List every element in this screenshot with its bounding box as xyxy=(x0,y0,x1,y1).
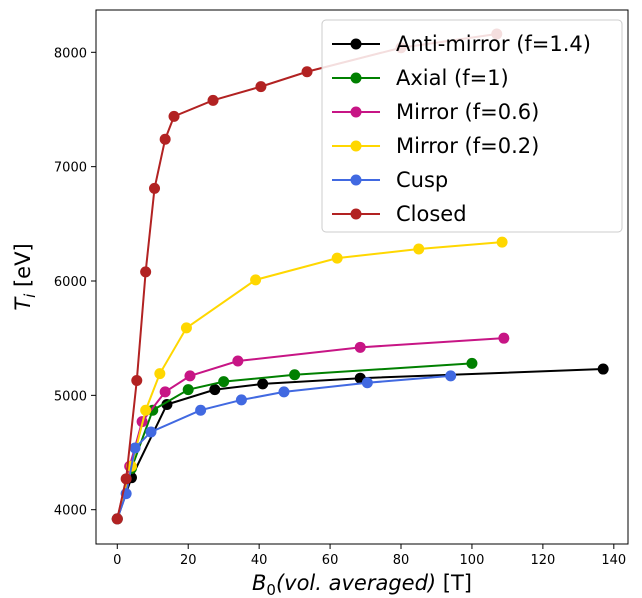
x-axis-label-part: (vol. averaged) xyxy=(276,571,436,595)
x-tick-label: 20 xyxy=(180,553,197,568)
series-line xyxy=(116,337,504,520)
legend-label: Cusp xyxy=(396,168,448,192)
x-tick-label: 0 xyxy=(113,553,121,568)
series-2 xyxy=(111,332,510,525)
ticks-layer: 0 20 40 60 80 100 120 140 4000 5000 6000 7000 8000 xyxy=(54,46,626,568)
legend-swatch-marker xyxy=(350,106,362,118)
data-point xyxy=(207,94,219,106)
legend-swatch-marker xyxy=(350,38,362,50)
data-point xyxy=(182,384,194,396)
data-point xyxy=(597,363,609,375)
data-point xyxy=(145,426,157,438)
y-tick-label: 4000 xyxy=(54,504,87,519)
data-point xyxy=(278,386,290,398)
plot-frame xyxy=(95,9,629,545)
data-point xyxy=(301,66,313,78)
data-point xyxy=(331,252,343,264)
legend-label: Mirror (f=0.2) xyxy=(396,134,539,158)
data-point xyxy=(232,355,244,367)
data-point xyxy=(180,322,192,334)
data-point xyxy=(250,274,262,286)
y-tick-label: 5000 xyxy=(54,389,87,404)
x-tick-label: 120 xyxy=(530,553,555,568)
data-point xyxy=(466,357,478,369)
data-point xyxy=(129,442,141,454)
y-axis-label-part: i xyxy=(21,293,39,298)
data-point xyxy=(140,404,152,416)
data-point xyxy=(413,243,425,255)
x-axis-label-part: 0 xyxy=(266,581,276,598)
data-point xyxy=(255,81,267,93)
data-point xyxy=(159,386,171,398)
y-tick-label: 6000 xyxy=(54,275,87,290)
legend: Anti-mirror (f=1.4) Axial (f=1) Mirror (f=… xyxy=(321,19,623,233)
x-axis-label: B0(vol. averaged) [T] xyxy=(252,571,472,598)
data-point xyxy=(159,133,171,145)
legend-label: Anti-mirror (f=1.4) xyxy=(396,32,591,56)
x-tick-label: 80 xyxy=(393,553,410,568)
data-point xyxy=(140,266,152,278)
legend-label: Axial (f=1) xyxy=(396,66,509,90)
legend-swatch-marker xyxy=(350,72,362,84)
y-axis-label-part: [eV] xyxy=(11,243,35,293)
series-line xyxy=(116,362,473,520)
x-tick-label: 100 xyxy=(460,553,485,568)
y-axis-label-part: T xyxy=(11,296,35,311)
y-tick-label: 8000 xyxy=(54,46,87,61)
data-point xyxy=(154,368,166,380)
y-tick-label: 7000 xyxy=(54,161,87,176)
data-point xyxy=(195,404,207,416)
data-point xyxy=(149,182,161,194)
data-point xyxy=(209,384,221,396)
y-axis-label: Ti [eV] xyxy=(11,243,39,310)
legend-box xyxy=(321,19,623,233)
data-point xyxy=(235,394,247,406)
data-point xyxy=(120,473,132,485)
legend-label: Closed xyxy=(396,202,467,226)
data-point xyxy=(445,370,457,382)
x-tick-label: 140 xyxy=(601,553,626,568)
data-point xyxy=(289,369,301,381)
data-point xyxy=(168,110,180,122)
data-point xyxy=(354,341,366,353)
data-point xyxy=(257,378,269,390)
x-tick-label: 40 xyxy=(251,553,268,568)
data-point xyxy=(498,332,510,344)
x-axis-label-part: [T] xyxy=(436,571,472,595)
data-point xyxy=(111,513,123,525)
legend-swatch-marker xyxy=(350,140,362,152)
x-axis-label-part: B xyxy=(252,571,266,595)
x-tick-label: 60 xyxy=(322,553,339,568)
data-point xyxy=(361,377,373,389)
data-point xyxy=(218,376,230,388)
legend-swatch-marker xyxy=(350,174,362,186)
data-point xyxy=(496,236,508,248)
data-point xyxy=(161,398,173,410)
data-point xyxy=(184,370,196,382)
data-point xyxy=(131,374,143,386)
legend-swatch-marker xyxy=(350,208,362,220)
legend-label: Mirror (f=0.6) xyxy=(396,100,539,124)
